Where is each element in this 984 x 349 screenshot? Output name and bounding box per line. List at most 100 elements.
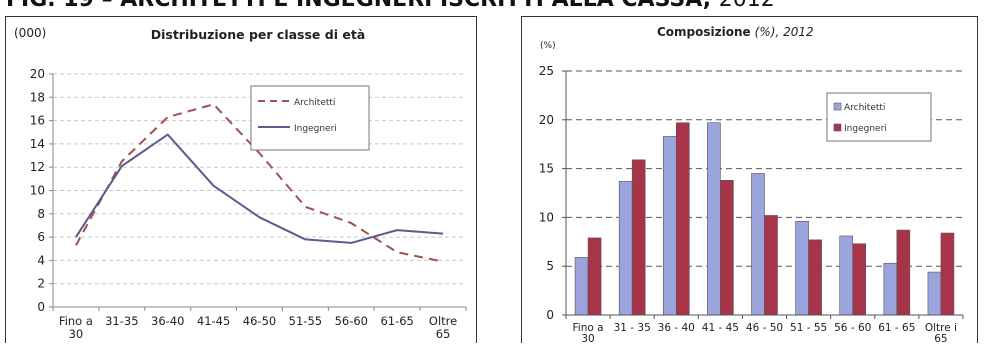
- x-tick-label: Fino a 30: [573, 322, 604, 343]
- bar-chart-unit: (%): [540, 41, 556, 51]
- line-chart-y-ticks: 0 2 4 6 8 10 12 14 16 18 20: [30, 67, 53, 314]
- x-tick-label-line: 51-55: [289, 314, 322, 328]
- bar-ingegneri: [631, 159, 646, 316]
- bar-ingegneri: [896, 229, 911, 316]
- y-tick-label: 6: [37, 230, 45, 244]
- x-tick-label: 61 - 65: [878, 322, 915, 334]
- bar-ingegneri: [675, 122, 690, 316]
- legend-architetti-label: Architetti: [294, 98, 335, 108]
- legend-ingegneri-label: Ingegneri: [294, 124, 337, 134]
- x-tick-label: Fino a 30: [59, 314, 93, 341]
- composition-bar-chart: Composizione (%), 2012 (%) 0 5 10 15 20 25 Fin…: [539, 25, 964, 345]
- y-tick-label: 16: [30, 114, 45, 128]
- x-tick-label: Oltre i 65: [925, 322, 957, 343]
- bar-ingegneri: [764, 215, 778, 316]
- bar-chart-title-unit: (%): [755, 25, 776, 39]
- x-tick-label-line: Fino a: [59, 314, 93, 328]
- page-title: FIG. 19 – ARCHITETTI E INGEGNERI ISCRITT…: [6, 0, 775, 12]
- y-tick-label: 15: [539, 162, 554, 176]
- x-tick-label-line: 65: [436, 327, 451, 341]
- bar-chart-axes: [565, 71, 963, 316]
- bar-architetti: [795, 221, 809, 316]
- bar-chart-x-ticks: Fino a 30 31 - 35 36 - 40 41 - 45 46 - 50 51 -…: [565, 315, 964, 345]
- bar-architetti: [574, 257, 589, 316]
- line-chart-title: Distribuzione per classe di età: [151, 27, 366, 42]
- bar-chart-title-year: , 2012: [775, 25, 813, 39]
- bar-chart-title: Composizione (%), 2012: [657, 25, 814, 39]
- y-tick-label: 18: [30, 90, 45, 104]
- x-tick-label-line: 51 - 55: [790, 322, 827, 334]
- x-tick-label-line: 31-35: [105, 314, 138, 328]
- x-tick-label: 51 - 55: [790, 322, 827, 334]
- y-tick-label: 2: [37, 277, 45, 291]
- line-chart-x-ticks: Fino a 30 31-35 36-40 41-45 46-50 51-55 56-60 61…: [52, 307, 467, 341]
- y-tick-label: 14: [30, 137, 45, 151]
- x-tick-label: 31-35: [105, 314, 138, 328]
- y-tick-label: 20: [539, 113, 554, 127]
- page-title-text: FIG. 19 – ARCHITETTI E INGEGNERI ISCRITT…: [6, 0, 711, 12]
- bar-chart-bars: [574, 122, 955, 316]
- line-chart-legend: Architetti Ingegneri: [250, 85, 370, 151]
- bar-chart-legend-box: [826, 92, 932, 142]
- legend-ingegneri-swatch: [833, 123, 842, 132]
- x-tick-label-line: 61-65: [380, 314, 413, 328]
- bar-architetti: [751, 173, 765, 316]
- x-tick-label: 56-60: [335, 314, 368, 328]
- x-tick-label-line: 30: [69, 327, 84, 341]
- x-tick-label: 56 - 60: [834, 322, 871, 334]
- x-tick-label-line: 41 - 45: [702, 322, 739, 334]
- x-tick-label-line: 41-45: [197, 314, 230, 328]
- x-tick-label-line: 36-40: [151, 314, 184, 328]
- bar-architetti: [927, 271, 942, 316]
- y-tick-label: 12: [30, 160, 45, 174]
- x-tick-label: 46-50: [243, 314, 276, 328]
- x-tick-label: 51-55: [289, 314, 322, 328]
- x-tick-label-line: 56 - 60: [834, 322, 871, 334]
- y-tick-label: 0: [37, 300, 45, 314]
- legend-architetti-bar-label: Architetti: [844, 103, 885, 113]
- y-tick-label: 0: [546, 308, 554, 322]
- x-tick-label-line: 46 - 50: [746, 322, 783, 334]
- x-tick-label-line: 31 - 35: [614, 322, 651, 334]
- bar-ingegneri: [852, 243, 867, 316]
- x-tick-label: 41 - 45: [702, 322, 739, 334]
- y-tick-label: 10: [539, 210, 554, 224]
- x-tick-label: Oltre 65: [429, 314, 457, 341]
- line-chart-series: [75, 103, 444, 263]
- x-tick-label: 31 - 35: [614, 322, 651, 334]
- bar-architetti: [707, 122, 721, 316]
- x-tick-label-line: 36 - 40: [658, 322, 695, 334]
- y-tick-label: 4: [37, 253, 45, 267]
- y-tick-label: 8: [37, 207, 45, 221]
- x-tick-label-line: 56-60: [335, 314, 368, 328]
- y-tick-label: 5: [546, 259, 554, 273]
- line-chart-unit: (000): [14, 26, 46, 40]
- y-tick-label: 20: [30, 67, 45, 81]
- x-tick-label-line: 30: [581, 333, 594, 343]
- x-tick-label-line: 65: [934, 333, 947, 343]
- x-tick-label: 36-40: [151, 314, 184, 328]
- bar-ingegneri: [720, 180, 734, 316]
- bar-ingegneri: [940, 232, 955, 316]
- x-tick-label: 61-65: [380, 314, 413, 328]
- bar-chart-legend: Architetti Ingegneri: [826, 92, 932, 142]
- y-tick-label: 25: [539, 64, 554, 78]
- y-tick-label: 10: [30, 184, 45, 198]
- x-tick-label-line: Fino a: [573, 322, 604, 334]
- bar-architetti: [883, 262, 898, 316]
- bar-chart-y-ticks: 0 5 10 15 20 25: [539, 64, 566, 322]
- age-distribution-line-chart: (000) Distribuzione per classe di età 0 2…: [14, 26, 467, 341]
- bar-ingegneri: [587, 237, 602, 316]
- bar-architetti: [662, 136, 677, 316]
- legend-ingegneri-bar-label: Ingegneri: [844, 124, 887, 134]
- bar-ingegneri: [808, 239, 822, 316]
- x-tick-label: 46 - 50: [746, 322, 783, 334]
- x-tick-label: 41-45: [197, 314, 230, 328]
- composition-panel: Composizione (%), 2012 (%) 0 5 10 15 20 25 Fin…: [521, 16, 978, 345]
- page-title-year: 2012: [719, 0, 775, 12]
- line-chart-legend-box: [250, 85, 370, 151]
- x-tick-label-line: Oltre: [429, 314, 457, 328]
- bar-architetti: [618, 180, 633, 316]
- x-tick-label: 36 - 40: [658, 322, 695, 334]
- series-line-ingegneri: [75, 133, 444, 244]
